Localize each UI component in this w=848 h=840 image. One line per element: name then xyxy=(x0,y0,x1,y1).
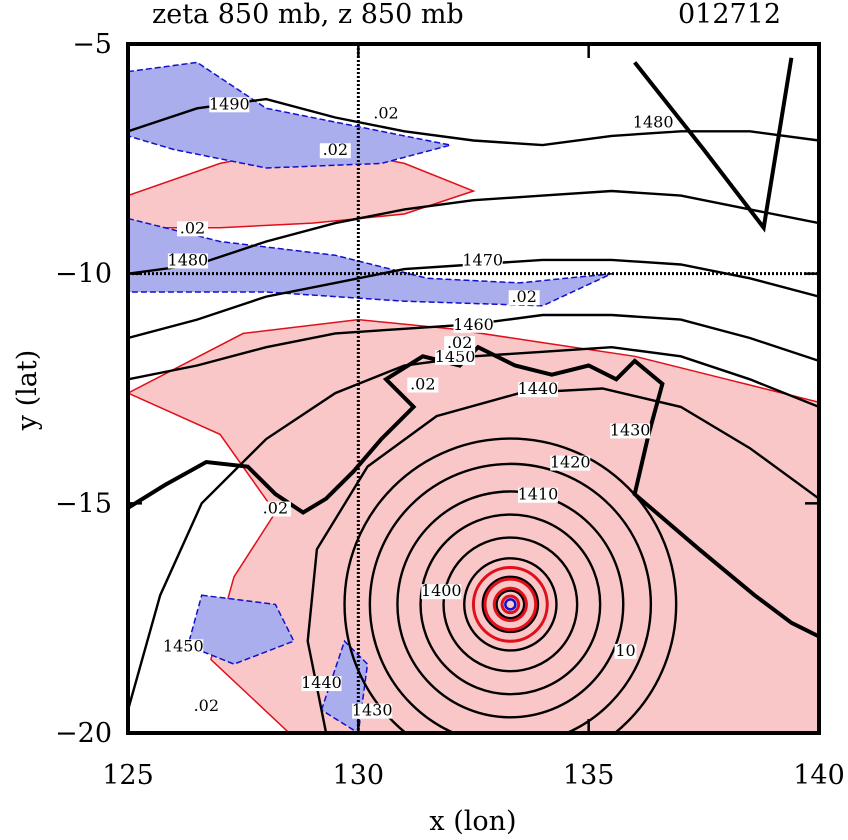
height-contour-line xyxy=(128,189,819,275)
height-contour-label: 1440 xyxy=(301,673,342,692)
reference-gridlines xyxy=(128,44,819,733)
height-contour-label: 1420 xyxy=(550,453,591,472)
vorticity-contour-label: .02 xyxy=(447,333,472,352)
height-ring xyxy=(343,437,678,733)
x-axis-label: x (lon) xyxy=(429,806,516,837)
height-contour-line xyxy=(306,387,819,733)
y-axis-label: y (lat) xyxy=(12,350,43,432)
vorticity-contour-label-background xyxy=(444,336,476,352)
vorticity-contour-label-background xyxy=(407,377,439,393)
height-contour-label-background xyxy=(517,382,558,398)
vorticity-contour-label-background xyxy=(508,290,540,306)
vorticity-contour-label-background xyxy=(259,501,291,517)
height-contour-label: 1430 xyxy=(352,701,393,720)
height-contour-label-background xyxy=(453,317,494,333)
height-ring xyxy=(368,462,653,733)
positive-vorticity-region xyxy=(128,318,819,733)
height-contour-label: 1480 xyxy=(633,113,674,132)
negative-vorticity-region xyxy=(128,61,451,169)
chart-title-left: zeta 850 mb, z 850 mb xyxy=(152,0,464,30)
height-contour-label-background xyxy=(352,703,393,719)
height-contour-label-background xyxy=(209,97,250,113)
height-contour-label: 1400 xyxy=(421,581,462,600)
plot-area: 1490 1480 1480 1470 1460 1450 1440 1430 1420 1410… xyxy=(128,44,819,733)
height-contour-label-background xyxy=(610,423,651,439)
negative-vorticity-region xyxy=(128,217,613,307)
x-axis-ticks: 125 130 135 140 xyxy=(102,44,845,791)
plot-frame xyxy=(126,42,821,735)
height-ring xyxy=(442,536,579,673)
height-ring xyxy=(481,575,540,634)
negative-vorticity-region xyxy=(186,594,295,665)
positive-vorticity-fills xyxy=(128,144,819,733)
height-contour-label: 1430 xyxy=(610,420,651,439)
vorticity-contour-label-background xyxy=(190,699,222,715)
vorticity-contour-label: 10 xyxy=(615,641,635,660)
height-contour-label: 1490 xyxy=(209,94,250,113)
height-ring xyxy=(419,513,602,696)
height-contour-label: 1450 xyxy=(163,636,204,655)
height-contour-label-background xyxy=(633,115,674,131)
height-ring xyxy=(396,490,625,719)
height-contour-label-background xyxy=(421,584,462,600)
x-tick-label: 125 xyxy=(102,760,154,791)
coastline-segment xyxy=(633,57,794,233)
x-tick-label: 140 xyxy=(793,760,845,791)
vorticity-contour-label: .02 xyxy=(323,140,348,159)
vorticity-contour-label-background xyxy=(176,221,208,237)
height-contour-label-background xyxy=(435,349,476,365)
cyclone-center-marker xyxy=(504,598,517,611)
x-tick-label: 135 xyxy=(563,760,615,791)
vorticity-contour-label: .02 xyxy=(263,499,288,518)
vorticity-core-ring xyxy=(492,586,528,622)
vorticity-core-ring xyxy=(500,594,521,615)
vorticity-contour-label: .02 xyxy=(194,696,219,715)
height-contour-label-background xyxy=(550,455,591,471)
height-contour-label-background xyxy=(301,676,342,692)
height-contour-label: 1470 xyxy=(462,250,503,269)
vorticity-contour-label-background xyxy=(614,643,637,659)
x-tick-label: 130 xyxy=(333,760,385,791)
height-ring xyxy=(463,557,558,652)
height-contour-label: 1450 xyxy=(435,347,476,366)
vorticity-core-ring xyxy=(471,565,549,643)
height-contour-label-background xyxy=(163,639,204,655)
height-contour-label: 1460 xyxy=(453,315,494,334)
y-axis-ticks: −5 −10 −15 −20 xyxy=(55,29,819,749)
height-ring xyxy=(495,589,526,620)
height-contour-label-background xyxy=(462,253,503,269)
vorticity-contour-label: .02 xyxy=(410,375,435,394)
y-tick-label: −10 xyxy=(55,259,112,290)
contour-labels: 1490 1480 1480 1470 1460 1450 1440 1430 1420 1410… xyxy=(163,94,674,719)
y-tick-label: −15 xyxy=(55,488,112,519)
y-tick-label: −20 xyxy=(55,718,112,749)
vorticity-core-ring xyxy=(483,577,538,632)
height-contour-label-background xyxy=(167,253,208,269)
vorticity-contour-label-background xyxy=(370,106,402,122)
vorticity-contour-label: .02 xyxy=(180,218,205,237)
cyclone-vorticity-core xyxy=(471,565,549,643)
height-contour-label: 1410 xyxy=(518,485,559,504)
chart-title-right: 012712 xyxy=(678,0,781,30)
height-contour-label: 1440 xyxy=(518,379,559,398)
vorticity-contour-label: .02 xyxy=(511,287,536,306)
vorticity-contour-label-background xyxy=(319,143,351,159)
height-contour-label: 1480 xyxy=(168,250,209,269)
cyclone-height-rings xyxy=(343,437,678,733)
y-tick-label: −5 xyxy=(72,29,112,60)
height-contour-label-background xyxy=(517,487,558,503)
vorticity-contour-label: .02 xyxy=(373,103,398,122)
